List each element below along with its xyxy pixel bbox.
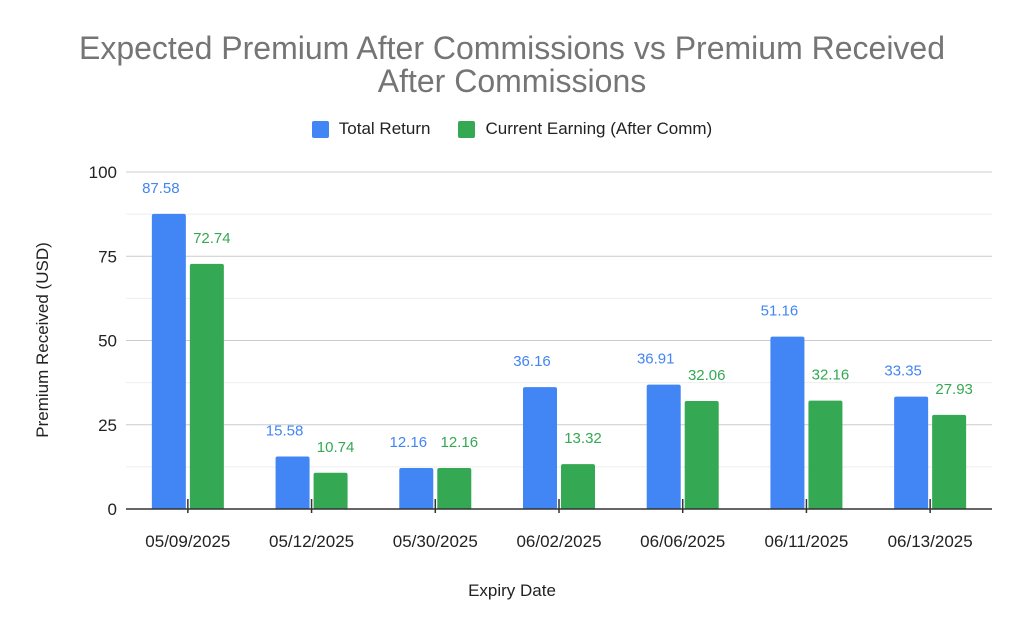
x-tick-label: 06/11/2025: [765, 532, 849, 551]
data-label-current-earning: 72.74: [193, 230, 231, 247]
y-tick-label: 100: [89, 163, 117, 182]
bar-total-return: [523, 387, 557, 509]
bar-total-return: [646, 384, 681, 509]
data-label-current-earning: 32.06: [688, 367, 726, 384]
data-label-total-return: 36.16: [513, 353, 551, 370]
data-label-current-earning: 13.32: [564, 430, 602, 447]
chart-title-line-1: Expected Premium After Commissions vs Pr…: [78, 30, 946, 66]
data-label-total-return: 51.16: [761, 303, 799, 320]
data-label-total-return: 87.58: [142, 180, 180, 197]
x-tick-label: 06/06/2025: [640, 532, 725, 551]
bar-current-earning: [437, 468, 472, 509]
bar-total-return: [275, 456, 310, 509]
bar-current-earning: [808, 400, 843, 509]
legend-item-current-earning[interactable]: Current Earning (After Comm): [458, 119, 712, 139]
legend-swatch-total-return: [311, 120, 329, 138]
bar-current-earning: [932, 414, 967, 509]
x-tick-label: 05/30/2025: [393, 532, 478, 551]
x-axis-title: Expiry Date: [468, 581, 556, 600]
legend-item-total-return[interactable]: Total Return: [311, 119, 431, 139]
x-tick-label: 06/02/2025: [516, 532, 601, 551]
x-tick-label: 06/13/2025: [888, 532, 973, 551]
bar-total-return: [894, 396, 929, 509]
data-label-total-return: 36.91: [637, 351, 675, 368]
data-label-total-return: 12.16: [390, 434, 428, 451]
chart-title-line-2: After Commissions: [377, 63, 647, 99]
bar-current-earning: [684, 400, 719, 509]
bar-current-earning: [313, 472, 348, 509]
bar-total-return: [399, 468, 434, 509]
legend-swatch-current-earning: [458, 120, 476, 138]
y-axis-title: Premium Received (USD): [33, 242, 52, 438]
y-tick-label: 25: [98, 416, 117, 435]
data-label-total-return: 15.58: [266, 422, 304, 439]
y-tick-label: 50: [98, 332, 117, 351]
data-label-current-earning: 10.74: [317, 439, 355, 456]
x-tick-label: 05/09/2025: [145, 532, 230, 551]
bar-total-return: [770, 336, 805, 509]
bar-current-earning: [561, 464, 595, 509]
data-label-current-earning: 27.93: [935, 381, 973, 398]
bar-current-earning: [189, 263, 224, 509]
y-tick-label: 0: [108, 500, 117, 519]
legend-label-total-return: Total Return: [338, 119, 431, 138]
legend-label-current-earning: Current Earning (After Comm): [485, 119, 713, 138]
x-tick-label: 05/12/2025: [269, 532, 354, 551]
y-tick-label: 75: [98, 247, 117, 266]
data-label-total-return: 33.35: [884, 363, 922, 380]
data-label-current-earning: 12.16: [441, 434, 479, 451]
bar-total-return: [151, 213, 186, 509]
data-label-current-earning: 32.16: [812, 367, 850, 384]
chart-legend: Total Return Current Earning (After Comm…: [0, 119, 1024, 139]
